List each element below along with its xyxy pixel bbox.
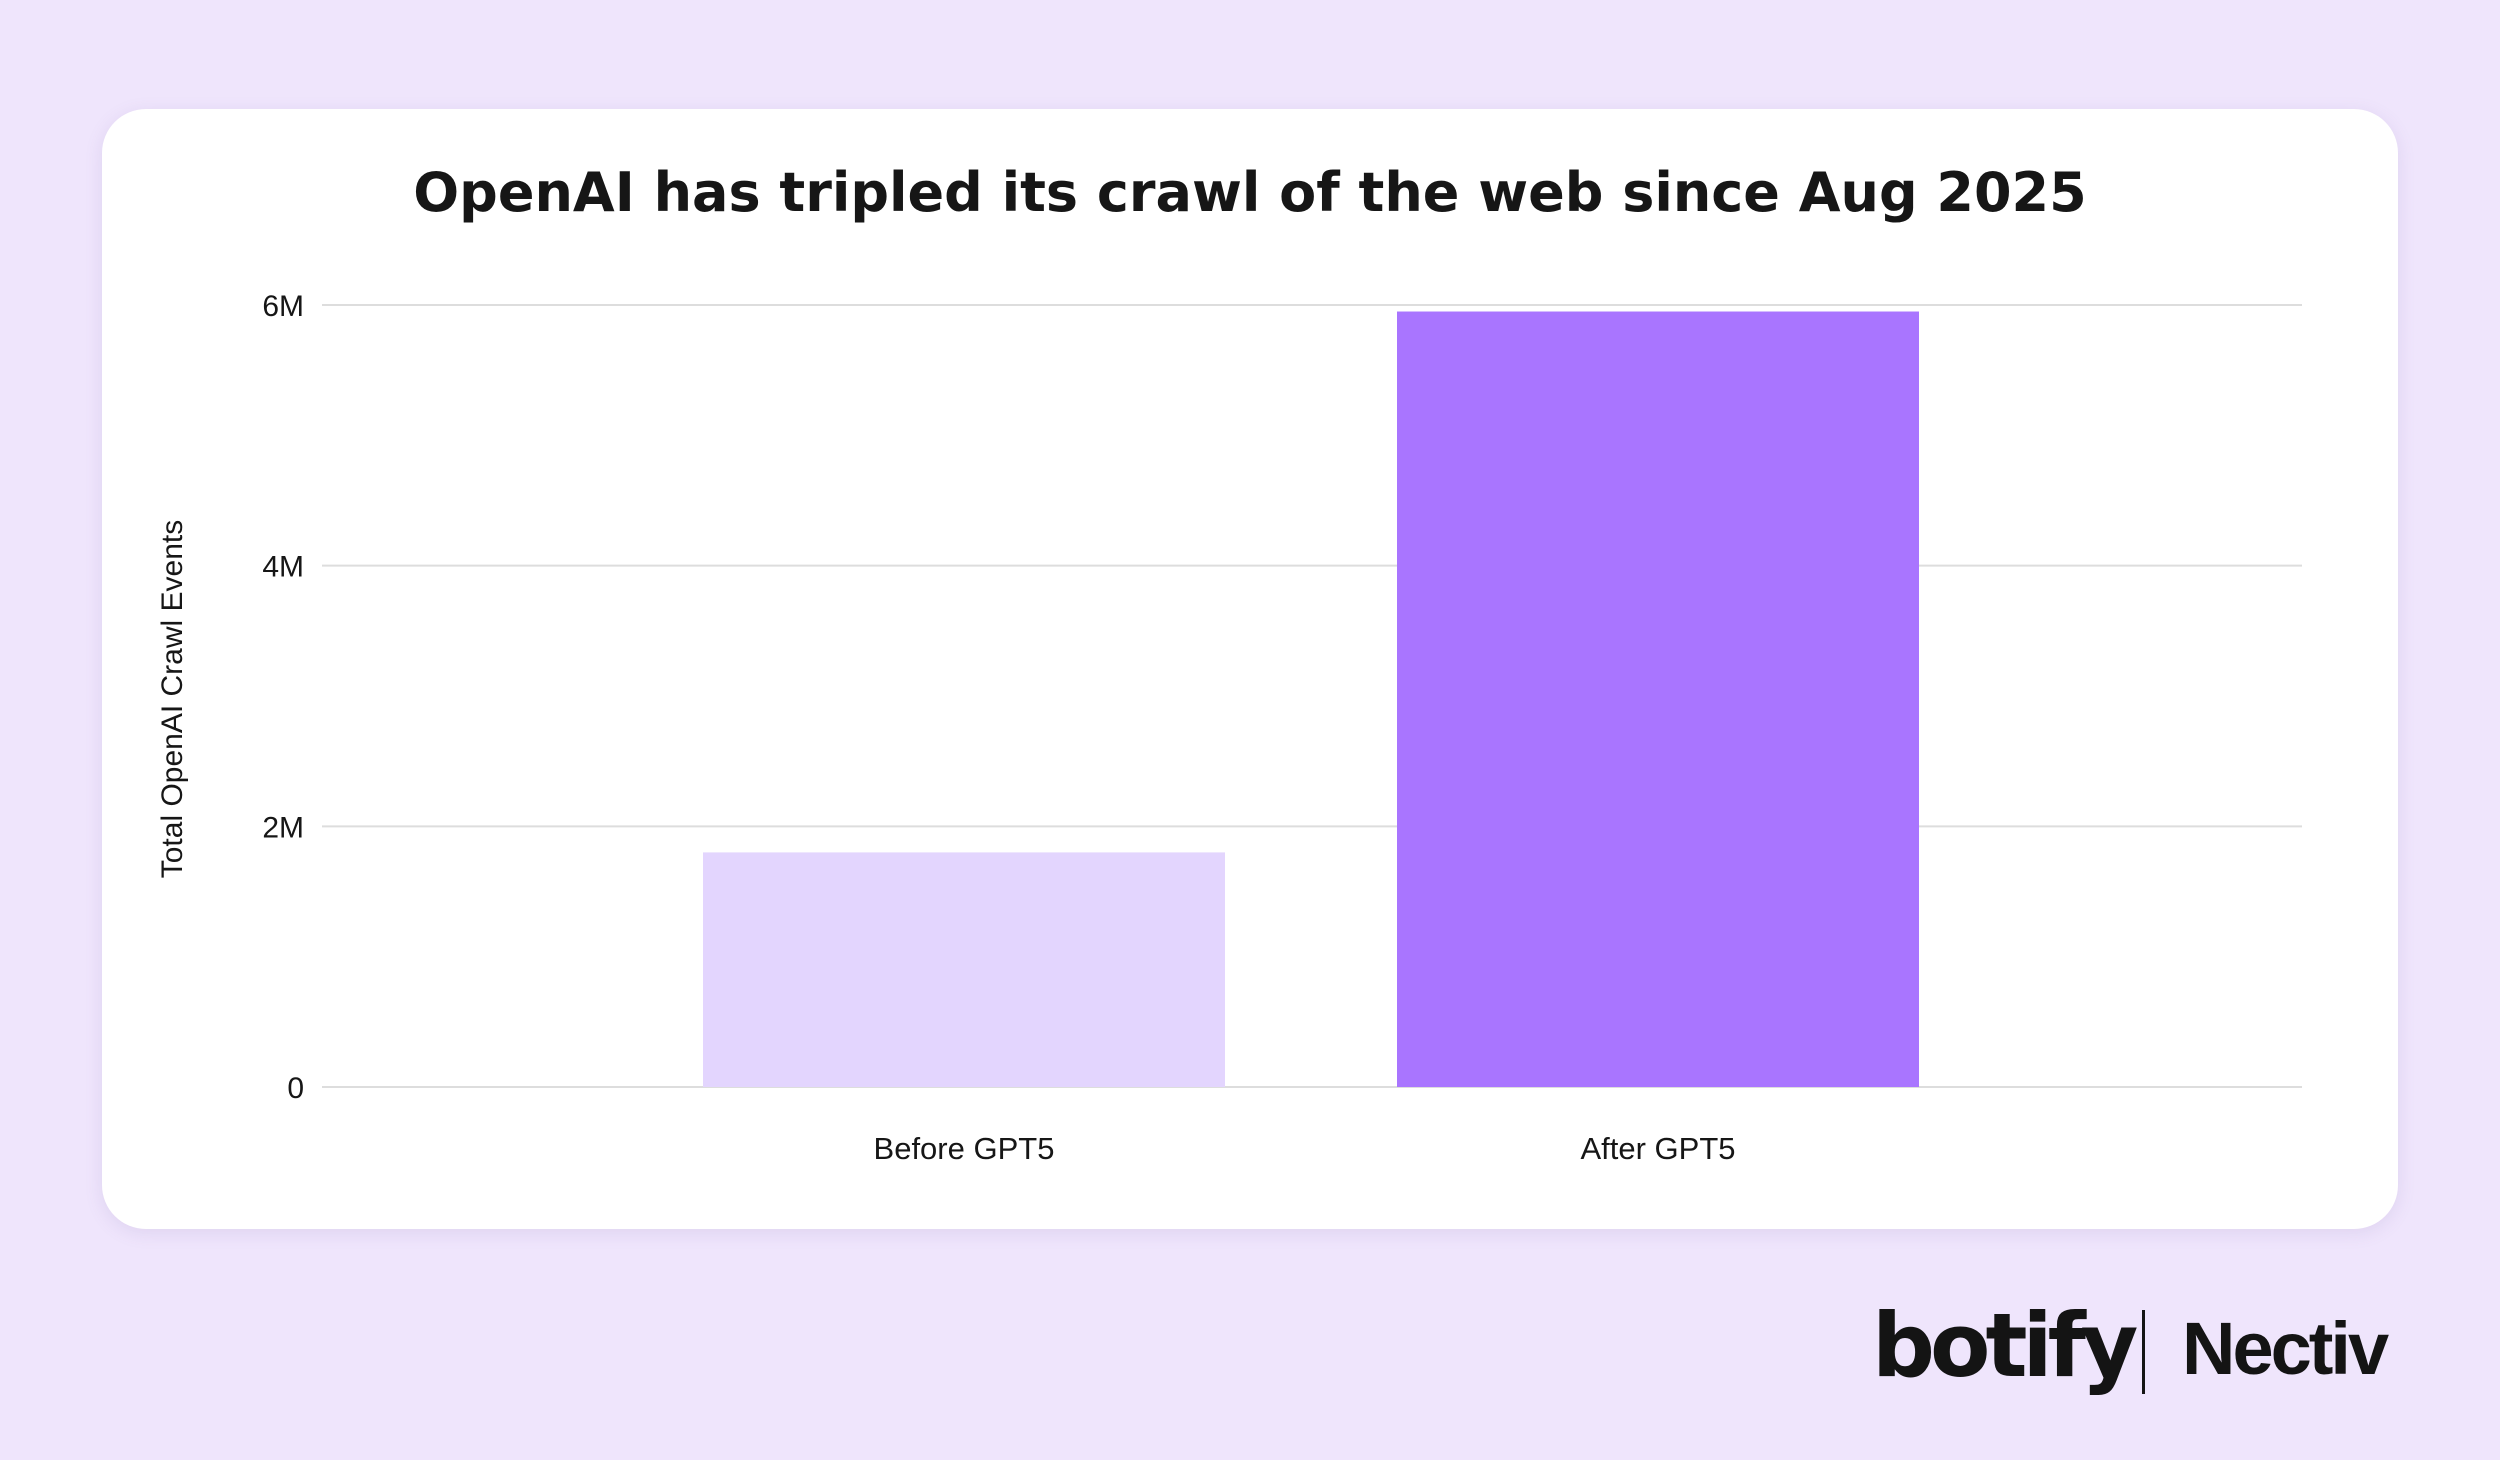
bar [1397,311,1919,1087]
logo-divider [2142,1310,2145,1394]
axis-labels: 0 2M 4M 6M Before GPT5 After GPT5 Total OpenAI… [156,290,1736,1166]
x-tick-label: After GPT5 [1580,1131,1735,1166]
bars [703,311,1919,1087]
botify-logo: botify [1872,1294,2138,1397]
x-tick-label: Before GPT5 [874,1131,1055,1166]
y-axis-title: Total OpenAI Crawl Events [156,520,189,879]
gridlines [322,304,2302,1088]
y-tick-label: 2M [262,811,304,844]
brand-logos: botify Nectiv [1870,1300,2410,1400]
bar-chart: 0 2M 4M 6M Before GPT5 After GPT5 Total OpenAI… [156,290,2302,1166]
nectiv-logo: Nectiv [2182,1307,2389,1390]
y-tick-label: 0 [287,1072,304,1105]
chart-card: OpenAI has tripled its crawl of the web … [102,109,2398,1229]
y-tick-label: 6M [262,290,304,323]
chart-title: OpenAI has tripled its crawl of the web … [413,161,2087,224]
y-tick-label: 4M [262,551,304,584]
bar [703,852,1225,1087]
